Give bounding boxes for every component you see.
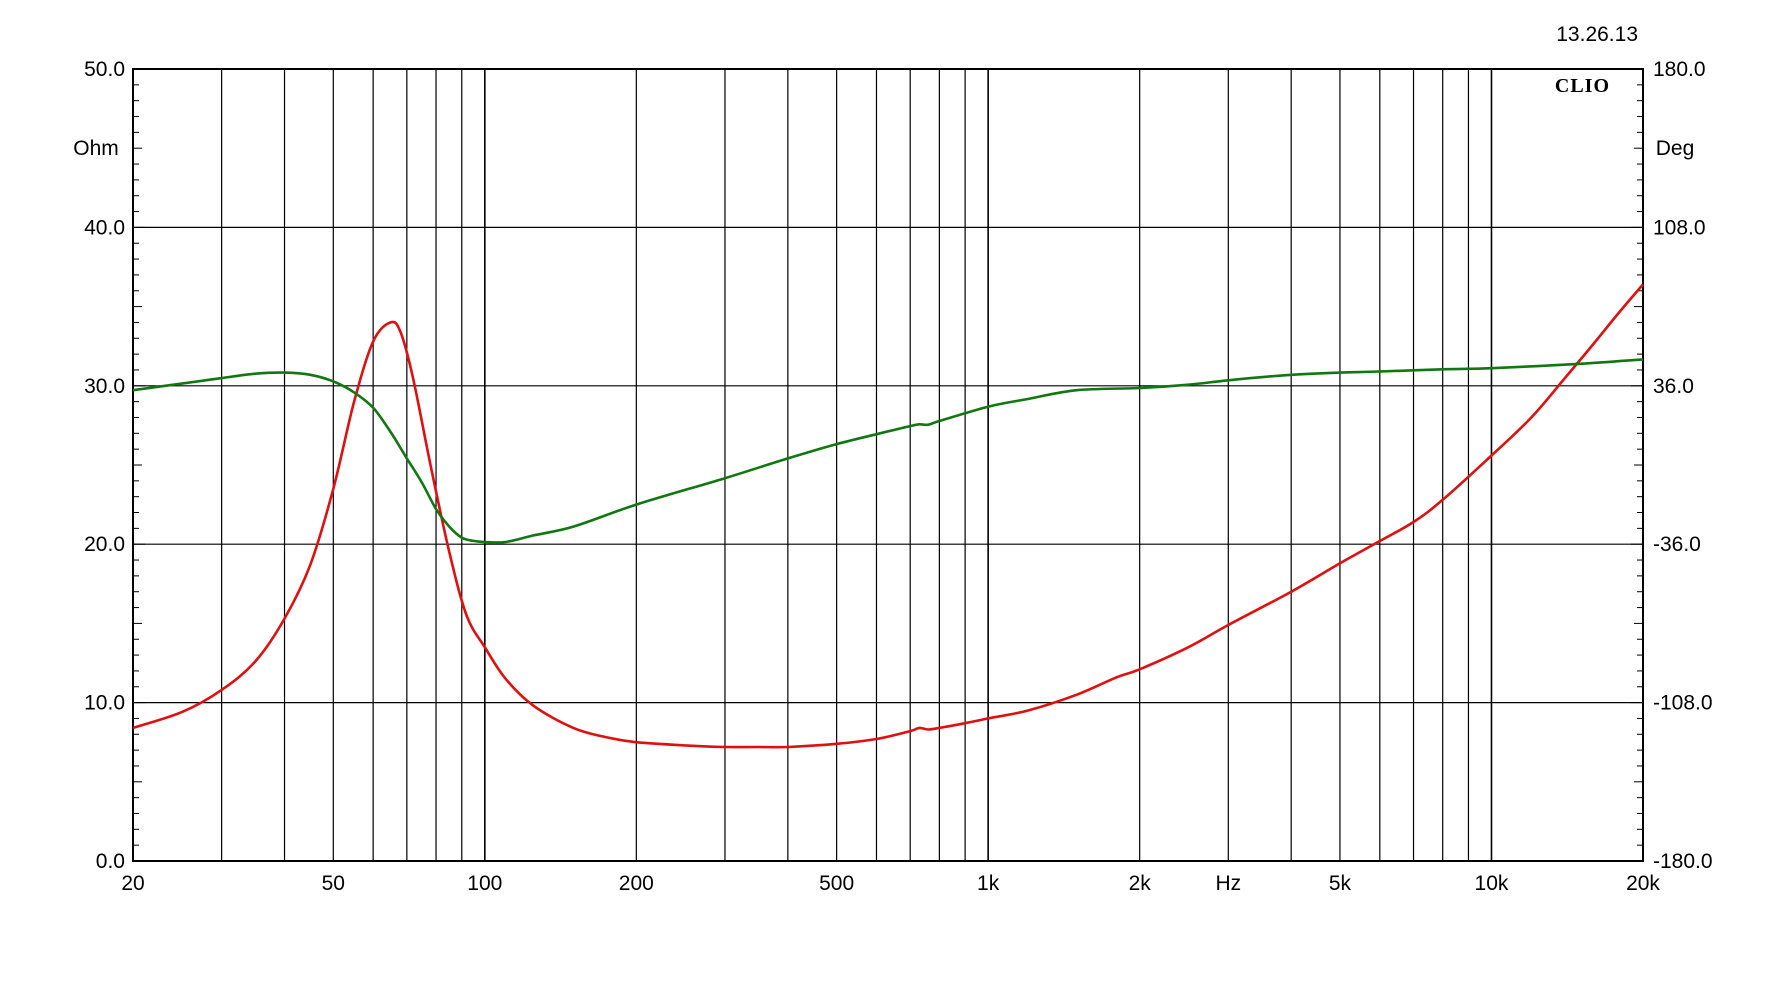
timestamp-label: 13.26.13 (1556, 23, 1638, 46)
impedance-curve (132, 283, 1644, 749)
y-left-tick-label: 20.0 (84, 533, 125, 556)
major-grid (133, 69, 1643, 861)
y-right-tick-label: -108.0 (1653, 692, 1713, 715)
y-right-tick-label: 180.0 (1653, 58, 1706, 81)
axis-ticks (133, 68, 1643, 862)
y-left-tick-label: 10.0 (84, 692, 125, 715)
y-left-tick-label: 40.0 (84, 216, 125, 239)
clio-brand-label: CLIO (1555, 75, 1610, 97)
y-right-tick-label: -180.0 (1653, 850, 1713, 873)
y-right-tick-label: -36.0 (1653, 533, 1701, 556)
x-tick-label: 100 (467, 872, 502, 895)
y-left-tick-label: 30.0 (84, 375, 125, 398)
y-right-axis-label: Deg (1656, 137, 1695, 160)
x-tick-label: 1k (977, 872, 1000, 895)
series-layer (132, 283, 1644, 749)
y-left-axis-label: Ohm (73, 137, 119, 160)
y-right-tick-label: 108.0 (1653, 216, 1706, 239)
x-tick-label: 2k (1129, 872, 1152, 895)
x-tick-label: 50 (322, 872, 345, 895)
x-tick-label: 20 (121, 872, 144, 895)
plot-frame (132, 68, 1644, 862)
x-tick-label: 20k (1626, 872, 1660, 895)
axis-labels: 0.0 10.0 20.0 30.0 40.0 50.0 -180.0 -108.0 -36.0… (73, 58, 1712, 895)
x-axis-label: Hz (1215, 872, 1241, 895)
x-tick-label: 500 (819, 872, 854, 895)
y-right-tick-label: 36.0 (1653, 375, 1694, 398)
x-tick-label: 10k (1475, 872, 1509, 895)
y-left-tick-label: 50.0 (84, 58, 125, 81)
x-tick-label: 200 (619, 872, 654, 895)
phase-curve (132, 358, 1644, 544)
y-left-tick-label: 0.0 (96, 850, 125, 873)
x-tick-label: 5k (1329, 872, 1352, 895)
